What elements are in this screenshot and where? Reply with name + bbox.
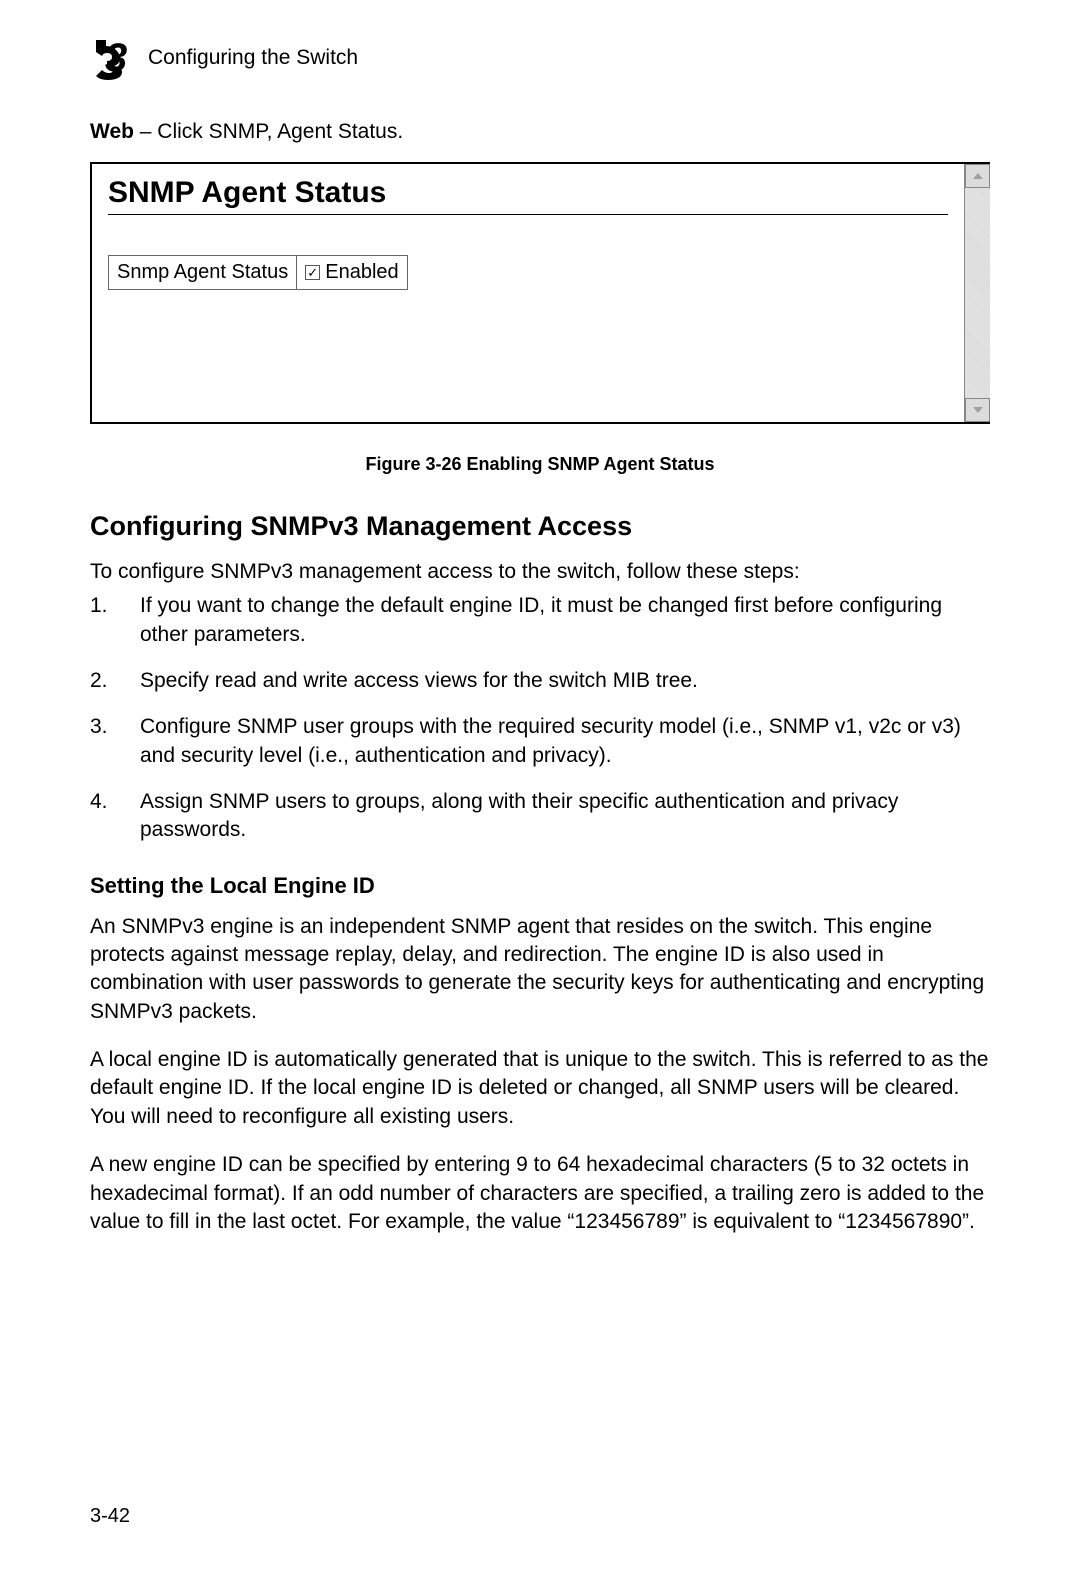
web-instruction: Web – Click SNMP, Agent Status. (90, 120, 990, 144)
body-paragraph: A local engine ID is automatically gener… (90, 1046, 990, 1131)
list-item: 3.Configure SNMP user groups with the re… (90, 713, 990, 770)
snmp-panel-title: SNMP Agent Status (108, 176, 948, 210)
step-text: Assign SNMP users to groups, along with … (140, 790, 898, 841)
sub-heading: Setting the Local Engine ID (90, 873, 990, 899)
status-value-cell: ✓ Enabled (297, 256, 406, 289)
chapter-number-icon: 3 (90, 36, 134, 80)
status-label-cell: Snmp Agent Status (109, 256, 297, 289)
section-heading: Configuring SNMPv3 Management Access (90, 511, 990, 542)
step-text: Specify read and write access views for … (140, 669, 698, 692)
page-header: 3 Configuring the Switch (90, 36, 990, 80)
list-item: 1.If you want to change the default engi… (90, 592, 990, 649)
title-divider (108, 214, 948, 215)
list-item: 4.Assign SNMP users to groups, along wit… (90, 788, 990, 845)
step-text: Configure SNMP user groups with the requ… (140, 715, 961, 766)
web-rest: – Click SNMP, Agent Status. (134, 120, 403, 143)
body-paragraph: A new engine ID can be specified by ente… (90, 1151, 990, 1236)
screenshot-content: SNMP Agent Status Snmp Agent Status ✓ En… (92, 164, 964, 422)
page-number: 3-42 (90, 1505, 130, 1528)
scroll-up-button[interactable] (965, 164, 990, 188)
ui-screenshot: SNMP Agent Status Snmp Agent Status ✓ En… (90, 162, 990, 424)
web-prefix: Web (90, 120, 134, 143)
step-text: If you want to change the default engine… (140, 594, 942, 645)
scroll-down-button[interactable] (965, 398, 990, 422)
steps-list: 1.If you want to change the default engi… (90, 592, 990, 844)
svg-text:3: 3 (105, 36, 127, 80)
scrollbar[interactable] (964, 164, 990, 422)
intro-paragraph: To configure SNMPv3 management access to… (90, 558, 990, 586)
figure-caption: Figure 3-26 Enabling SNMP Agent Status (90, 454, 990, 475)
chapter-title: Configuring the Switch (148, 46, 358, 70)
enabled-label: Enabled (325, 261, 398, 284)
enabled-checkbox[interactable]: ✓ (305, 265, 320, 280)
body-paragraph: An SNMPv3 engine is an independent SNMP … (90, 913, 990, 1026)
list-item: 2.Specify read and write access views fo… (90, 667, 990, 695)
status-table: Snmp Agent Status ✓ Enabled (108, 255, 408, 290)
